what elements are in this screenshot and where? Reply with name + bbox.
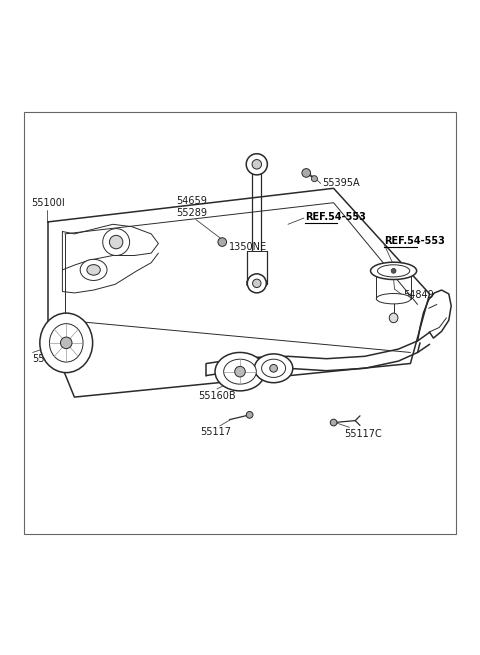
Circle shape <box>302 168 311 178</box>
Text: 1350NE: 1350NE <box>228 242 266 252</box>
Circle shape <box>330 419 337 426</box>
Ellipse shape <box>80 259 107 280</box>
Ellipse shape <box>49 324 83 362</box>
Text: REF.54-553: REF.54-553 <box>384 236 445 246</box>
Circle shape <box>246 411 253 419</box>
Circle shape <box>391 269 396 273</box>
Text: 54659
55289: 54659 55289 <box>177 196 207 218</box>
Circle shape <box>109 235 123 249</box>
Ellipse shape <box>215 352 265 391</box>
Circle shape <box>60 337 72 348</box>
Circle shape <box>312 176 317 181</box>
Ellipse shape <box>87 265 100 275</box>
Circle shape <box>252 279 261 288</box>
Ellipse shape <box>262 359 286 377</box>
Ellipse shape <box>371 262 417 280</box>
Ellipse shape <box>377 265 410 277</box>
Ellipse shape <box>376 293 411 304</box>
Circle shape <box>270 364 277 372</box>
Text: 54849: 54849 <box>403 290 434 300</box>
Ellipse shape <box>254 354 293 383</box>
Ellipse shape <box>247 278 267 286</box>
Circle shape <box>235 366 245 377</box>
Ellipse shape <box>40 313 93 373</box>
Bar <box>24 111 456 534</box>
Circle shape <box>247 274 266 293</box>
Text: 55160B: 55160B <box>198 391 236 401</box>
Text: 55117: 55117 <box>201 427 231 438</box>
Ellipse shape <box>389 313 398 323</box>
Text: 55100I: 55100I <box>31 198 65 208</box>
Text: REF.54-553: REF.54-553 <box>305 212 366 222</box>
Text: 55117C: 55117C <box>345 429 383 440</box>
Ellipse shape <box>224 359 256 384</box>
Text: 55395A: 55395A <box>323 179 360 189</box>
Circle shape <box>252 160 262 169</box>
Circle shape <box>218 238 227 246</box>
Text: 55160B: 55160B <box>33 354 70 364</box>
Circle shape <box>246 154 267 175</box>
Ellipse shape <box>247 281 267 288</box>
Circle shape <box>103 229 130 255</box>
